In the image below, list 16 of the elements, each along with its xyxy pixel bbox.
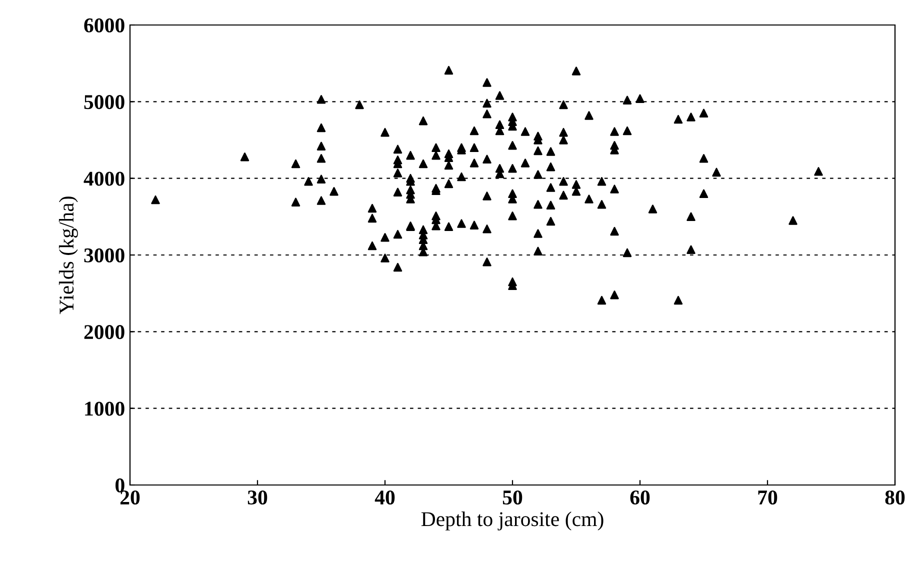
x-tick-label: 30 xyxy=(248,490,268,505)
x-tick-label: 80 xyxy=(885,490,905,505)
y-tick-label: 0 xyxy=(116,478,124,492)
x-tick-label: 40 xyxy=(374,490,395,505)
y-tick-label: 1000 xyxy=(85,402,124,416)
x-tick-label: 50 xyxy=(502,490,522,505)
x-axis-title: Depth to jarosite (cm) xyxy=(421,512,604,530)
x-tick-label: 20 xyxy=(120,490,140,505)
y-tick-label: 4000 xyxy=(84,172,124,186)
y-tick-label: 2000 xyxy=(84,325,124,340)
y-tick-label: 6000 xyxy=(84,18,124,32)
y-tick-label: 5000 xyxy=(84,95,124,110)
y-axis-title: Yields (kg/ha) xyxy=(58,196,78,314)
x-tick-label: 60 xyxy=(630,490,650,505)
x-tick-label: 70 xyxy=(758,490,778,505)
y-tick-label: 3000 xyxy=(84,248,124,262)
